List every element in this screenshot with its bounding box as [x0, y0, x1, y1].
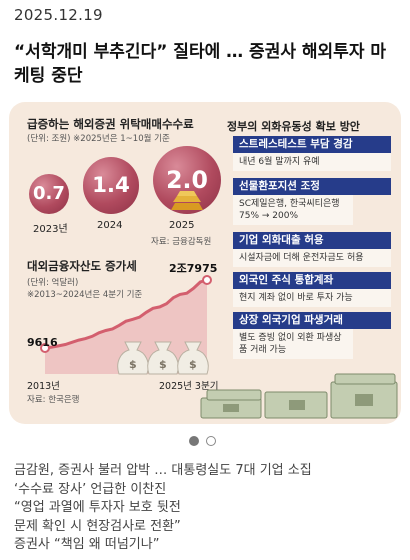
policy-label: 선물환포지션 조정 — [233, 178, 391, 195]
policy-desc: 별도 증빙 없이 외환 파생상품 거래 가능 — [233, 329, 353, 359]
gold-bar-icon — [171, 191, 203, 210]
fee-value-label: 0.7 — [33, 183, 65, 205]
svg-text:$: $ — [159, 358, 167, 371]
related-articles: 금감원, 증권사 불러 압박 … 대통령실도 7대 기업 소집 ‘수수료 장사’… — [14, 462, 404, 555]
svg-text:$: $ — [189, 358, 197, 371]
asset-source: 자료: 한국은행 — [27, 395, 80, 405]
fee-value-label: 1.4 — [92, 173, 130, 199]
policy-label: 외국인 주식 통합계좌 — [233, 272, 391, 289]
related-article-link[interactable]: 문제 확인 시 현장검사로 전환” — [14, 518, 181, 534]
asset-start-value: 9616 — [27, 336, 58, 349]
article-headline: “서학개미 부추긴다” 질타에 … 증권사 해외투자 마케팅 중단 — [14, 42, 387, 86]
asset-x-start: 2013년 — [27, 381, 60, 392]
fee-panel-title: 급증하는 해외증권 위탁매매수수료 — [27, 117, 194, 131]
fee-bubble-2023: 0.7 — [28, 173, 70, 214]
fee-source: 자료: 금융감독원 — [151, 237, 212, 247]
fee-bubble-2024: 1.4 — [82, 157, 140, 214]
policy-desc: SC제일은행, 한국씨티은행 75% → 200% — [233, 195, 353, 225]
svg-text:$: $ — [129, 358, 137, 371]
asset-x-end: 2025년 3분기 — [159, 381, 219, 392]
infographic-card[interactable]: 급증하는 해외증권 위탁매매수수료 (단위: 조원) ※2025년은 1~10월… — [9, 102, 401, 424]
policy-desc: 시설자금에 더해 운전자금도 허용 — [233, 249, 391, 267]
fee-year-label: 2024 — [97, 220, 123, 231]
money-bag-icon: $ $ $ — [117, 341, 209, 375]
related-article-link[interactable]: 증권사 “책임 왜 떠넘기나” — [14, 537, 160, 552]
policy-label: 스트레스테스트 부담 경감 — [233, 136, 391, 153]
fee-value-label: 2.0 — [166, 166, 208, 194]
policy-desc: 현지 계좌 없이 바로 투자 가능 — [233, 289, 391, 307]
carousel-indicator — [189, 436, 216, 446]
policy-label: 기업 외화대출 허용 — [233, 232, 391, 249]
asset-end-value: 2조7975 — [169, 262, 218, 275]
policy-item: 외국인 주식 통합계좌 현지 계좌 없이 바로 투자 가능 — [233, 272, 391, 307]
related-article-link[interactable]: 금감원, 증권사 불러 압박 … 대통령실도 7대 기업 소집 — [14, 463, 312, 478]
banknote-stack-icon — [200, 373, 398, 419]
fee-year-label: 2023년 — [33, 224, 68, 235]
policy-label: 상장 외국기업 파생거래 — [233, 312, 391, 329]
asset-panel-title: 대외금융자산도 증가세 — [27, 259, 137, 273]
related-article-link[interactable]: ‘수수료 장사’ 언급한 이찬진 — [14, 481, 167, 497]
policy-item: 선물환포지션 조정 SC제일은행, 한국씨티은행 75% → 200% — [233, 178, 391, 225]
asset-panel-meta-note: ※2013~2024년은 4분기 기준 — [27, 290, 143, 300]
fee-year-label: 2025 — [169, 220, 195, 231]
asset-line — [44, 278, 208, 350]
related-article-link[interactable]: “영업 과열에 투자자 보호 뒷전 — [14, 500, 181, 515]
fee-bubble-2025: 2.0 — [153, 146, 221, 214]
asset-end-point — [202, 275, 212, 285]
policy-desc: 내년 6월 말까지 유예 — [233, 153, 391, 171]
asset-start-point — [40, 343, 50, 353]
policy-item: 스트레스테스트 부담 경감 내년 6월 말까지 유예 — [233, 136, 391, 171]
policy-item: 기업 외화대출 허용 시설자금에 더해 운전자금도 허용 — [233, 232, 391, 267]
article-date: 2025.12.19 — [14, 6, 103, 24]
carousel-dot-2[interactable] — [206, 436, 216, 446]
asset-panel-meta-unit: (단위: 억달러) — [27, 278, 79, 288]
policy-item: 상장 외국기업 파생거래 별도 증빙 없이 외환 파생상품 거래 가능 — [233, 312, 391, 359]
policy-panel-title: 정부의 외화유동성 확보 방안 — [227, 120, 360, 133]
fee-panel-meta: (단위: 조원) ※2025년은 1~10월 기준 — [27, 134, 170, 144]
carousel-dot-1[interactable] — [189, 436, 199, 446]
